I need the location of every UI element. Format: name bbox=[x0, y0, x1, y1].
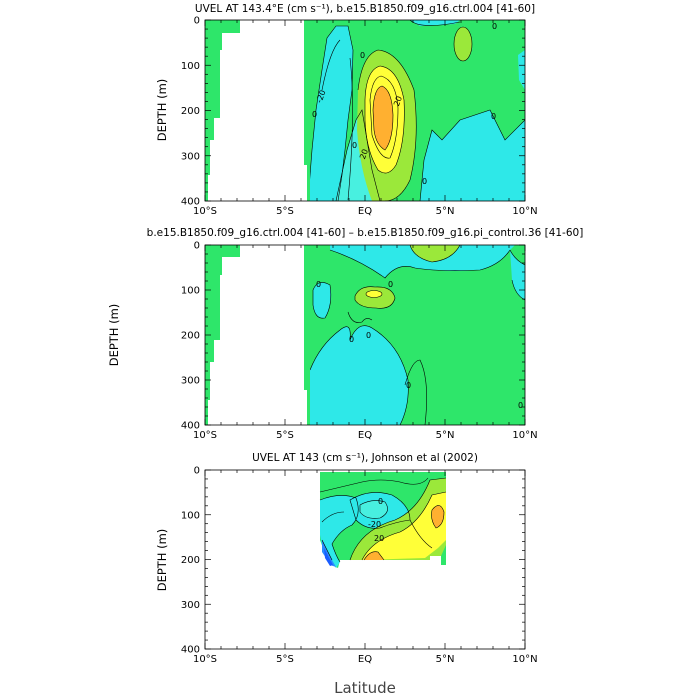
contour-label: 0 bbox=[492, 22, 497, 31]
y-tick-label: 200 bbox=[181, 331, 200, 342]
panel-3-field: 0 -20 20 bbox=[319, 472, 447, 568]
x-tick-label: 5°S bbox=[276, 430, 294, 441]
panel-2-contour-lines bbox=[309, 245, 525, 425]
panel-1-cyan-top bbox=[410, 20, 460, 26]
contour-label: 0 bbox=[316, 280, 321, 289]
panel-3-cyan-west bbox=[320, 495, 359, 568]
contour-label: 0 bbox=[378, 497, 383, 506]
x-tick-label: 5°N bbox=[436, 206, 455, 217]
panel-2-contour-labels: 0 0 0 0 0 0 bbox=[316, 280, 523, 410]
panel-1-contour-labels: 0 0 -20 20 20 0 0 0 0 bbox=[312, 22, 497, 186]
y-tick-label: 300 bbox=[181, 376, 200, 387]
contour-label: 20 bbox=[374, 534, 384, 543]
panel-1-land bbox=[240, 20, 304, 201]
y-tick-label: 400 bbox=[181, 645, 200, 656]
panel-1-lime-eddy bbox=[454, 27, 472, 61]
y-tick-label: 100 bbox=[181, 510, 200, 521]
x-tick-label: 5°S bbox=[276, 206, 294, 217]
panel-1-land-mid bbox=[208, 33, 240, 201]
contour-label: 0 bbox=[366, 331, 371, 340]
contour-label: 0 bbox=[349, 335, 354, 344]
panel-1-field: 0 0 -20 20 20 0 0 0 0 bbox=[205, 20, 525, 201]
panel-2-coast-green bbox=[304, 245, 310, 425]
x-tick-label: 10°N bbox=[512, 430, 537, 441]
contour-label: 0 bbox=[312, 110, 317, 119]
x-axis-label: Latitude bbox=[334, 679, 396, 697]
contour-label: 20 bbox=[358, 148, 370, 161]
contour-label: 0 bbox=[518, 401, 523, 410]
x-tick-label: 5°S bbox=[276, 654, 294, 665]
panel-3-darkblue-core bbox=[324, 548, 333, 566]
contour-label: 20 bbox=[392, 95, 404, 108]
panel-3-orange-core-east bbox=[431, 505, 444, 528]
contour-label: 0 bbox=[422, 177, 427, 186]
panel-3-contour-labels: 0 -20 20 bbox=[368, 497, 384, 543]
panel-2-land-strip bbox=[205, 245, 240, 425]
panel-2-title: b.e15.B1850.f09_g16.ctrl.004 [41-60] – b… bbox=[147, 227, 584, 239]
y-tick-label: 200 bbox=[181, 555, 200, 566]
x-tick-label: EQ bbox=[358, 430, 372, 441]
panel-3-contour-lines bbox=[319, 477, 447, 563]
y-tick-label: 200 bbox=[181, 106, 200, 117]
panel-2-land bbox=[240, 245, 304, 425]
x-tick-label: 10°N bbox=[512, 206, 537, 217]
y-tick-label: 0 bbox=[194, 466, 200, 477]
y-tick-label: 400 bbox=[181, 421, 200, 432]
contour-label: 0 bbox=[352, 141, 357, 150]
x-tick-label: 10°S bbox=[193, 206, 217, 217]
panel-3-green-top bbox=[320, 472, 362, 492]
panel-1-contour-lines bbox=[307, 20, 525, 201]
contour-label: 0 bbox=[388, 280, 393, 289]
panel-2-cyan-right bbox=[510, 250, 525, 300]
panel-3-yellow-band bbox=[362, 492, 446, 560]
panel-3: UVEL AT 143 (cm s⁻¹), Johnson et al (200… bbox=[155, 452, 538, 665]
panel-1-title: UVEL AT 143.4°E (cm s⁻¹), b.e15.B1850.f0… bbox=[195, 3, 535, 15]
panel-1-cyan-right bbox=[518, 50, 525, 90]
y-tick-label: 0 bbox=[194, 241, 200, 252]
y-tick-label: 100 bbox=[181, 61, 200, 72]
panel-2-field: 0 0 0 0 0 0 bbox=[205, 245, 525, 425]
x-tick-label: 10°N bbox=[512, 654, 537, 665]
panel-1-cyan-west bbox=[308, 26, 353, 201]
contour-label: -20 bbox=[315, 89, 328, 104]
panel-3-lightcyan-upper bbox=[360, 500, 388, 519]
panel-2-land-mid bbox=[208, 257, 240, 425]
y-tick-label: 100 bbox=[181, 286, 200, 297]
panel-2-cyan-top bbox=[330, 245, 515, 278]
panel-2-axes: 10°S 5°S EQ 5°N 10°N 0 100 200 300 400 bbox=[181, 241, 538, 442]
panel-1-ylabel: DEPTH (m) bbox=[155, 79, 169, 142]
x-tick-label: 5°N bbox=[436, 430, 455, 441]
panel-3-title: UVEL AT 143 (cm s⁻¹), Johnson et al (200… bbox=[252, 452, 478, 464]
y-tick-label: 400 bbox=[181, 197, 200, 208]
contour-label: 0 bbox=[406, 381, 411, 390]
panel-1-cyan-east bbox=[420, 110, 525, 201]
contour-label: 0 bbox=[360, 51, 365, 60]
panel-1-coast-green bbox=[304, 20, 310, 201]
y-tick-label: 0 bbox=[194, 16, 200, 27]
y-tick-label: 300 bbox=[181, 600, 200, 611]
panel-1: UVEL AT 143.4°E (cm s⁻¹), b.e15.B1850.f0… bbox=[155, 3, 538, 217]
panel-2-lime-top bbox=[410, 245, 460, 262]
panel-3-ylabel: DEPTH (m) bbox=[155, 529, 169, 592]
x-tick-label: EQ bbox=[358, 206, 372, 217]
contour-label: 0 bbox=[491, 112, 496, 121]
panel-2-cyan-south bbox=[308, 325, 409, 425]
panel-2-cyan-west bbox=[313, 282, 331, 319]
contour-label: -20 bbox=[368, 520, 381, 529]
x-tick-label: 10°S bbox=[193, 430, 217, 441]
x-tick-label: 5°N bbox=[436, 654, 455, 665]
y-tick-label: 300 bbox=[181, 151, 200, 162]
panel-1-orange-core bbox=[373, 86, 393, 150]
panel-2-yellow-anomaly bbox=[366, 290, 382, 298]
panel-2-ylabel: DEPTH (m) bbox=[107, 304, 121, 367]
x-tick-label: EQ bbox=[358, 654, 372, 665]
x-tick-label: 10°S bbox=[193, 654, 217, 665]
panel-1-land-strip bbox=[205, 20, 240, 201]
panel-2: b.e15.B1850.f09_g16.ctrl.004 [41-60] – b… bbox=[107, 227, 583, 441]
